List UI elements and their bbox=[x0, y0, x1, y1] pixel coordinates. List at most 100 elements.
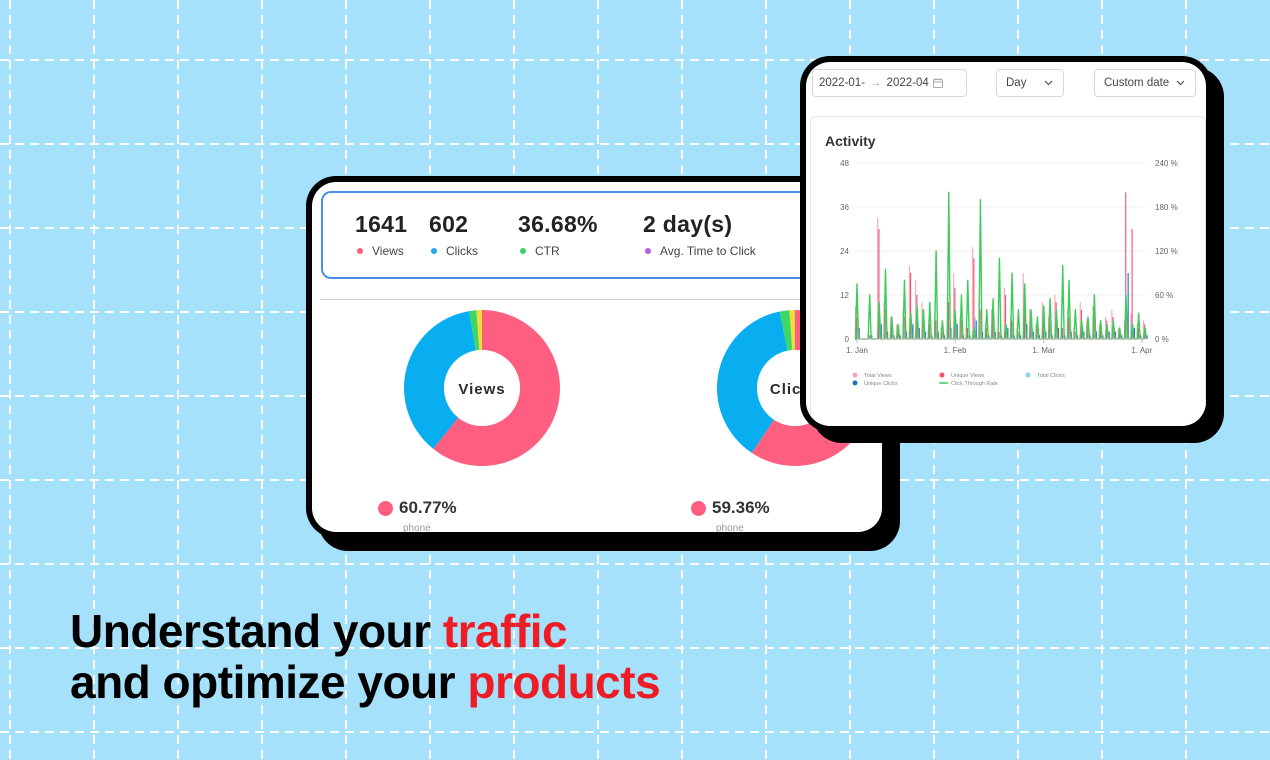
bar-total-views bbox=[1143, 320, 1145, 339]
bar-unique-views bbox=[928, 324, 931, 339]
bar-unique-views bbox=[1118, 331, 1120, 339]
x-tick-label: 1. Jan bbox=[846, 346, 868, 355]
bar-unique-clicks bbox=[994, 331, 996, 339]
clicks-top-device-dot bbox=[691, 500, 706, 516]
calendar-icon[interactable] bbox=[932, 77, 944, 89]
headline-line-2-accent: products bbox=[467, 656, 661, 708]
bar-unique-clicks bbox=[1083, 331, 1085, 339]
y-left-tick-label: 24 bbox=[840, 247, 849, 256]
bar-unique-views bbox=[891, 324, 893, 339]
ctr-dot bbox=[520, 248, 526, 254]
bar-unique-views bbox=[985, 328, 988, 339]
bar-total-views bbox=[1022, 273, 1024, 339]
stat-avg-time: 2 day(s) Avg. Time to Click bbox=[643, 211, 756, 258]
bar-unique-views bbox=[868, 335, 870, 339]
y-right-tick-label: 120 % bbox=[1155, 247, 1178, 256]
bar-total-views bbox=[1079, 302, 1081, 339]
bar-unique-views bbox=[941, 331, 943, 339]
bar-unique-views bbox=[1087, 324, 1089, 339]
x-tick-label: 1. Feb bbox=[944, 346, 967, 355]
views-top-device-value: 60.77% bbox=[399, 498, 457, 517]
bar-unique-views bbox=[1061, 328, 1064, 339]
y-left-tick-label: 12 bbox=[840, 291, 849, 300]
bar-unique-views bbox=[935, 320, 937, 339]
bar-unique-views bbox=[1017, 331, 1019, 339]
bar-unique-views bbox=[1068, 317, 1070, 339]
bar-unique-clicks bbox=[1032, 331, 1034, 339]
bar-unique-clicks bbox=[1146, 335, 1148, 339]
bar-unique-clicks bbox=[1051, 335, 1053, 339]
bar-unique-clicks bbox=[925, 331, 927, 339]
bar-unique-clicks bbox=[1127, 273, 1129, 339]
legend-marker bbox=[939, 372, 945, 378]
bar-unique-views bbox=[878, 229, 880, 339]
bar-unique-clicks bbox=[1026, 324, 1028, 339]
bar-unique-clicks bbox=[918, 328, 920, 339]
bar-unique-views bbox=[1074, 331, 1076, 339]
y-left-tick-label: 0 bbox=[845, 335, 850, 344]
stat-ctr-value: 36.68% bbox=[518, 211, 598, 237]
avg-time-dot bbox=[645, 248, 651, 254]
activity-card-body: 2022-01- → 2022-04 Day Custom date Activ… bbox=[806, 62, 1206, 426]
stat-avg-time-value: 2 day(s) bbox=[643, 211, 733, 237]
bar-unique-views bbox=[1131, 229, 1133, 339]
bar-unique-clicks bbox=[899, 335, 901, 339]
date-end-input[interactable]: 2022-04 bbox=[886, 77, 929, 89]
stat-clicks-value: 602 bbox=[429, 211, 469, 237]
bar-total-views bbox=[1003, 287, 1005, 339]
date-start-input[interactable]: 2022-01- bbox=[819, 77, 866, 89]
bar-total-views bbox=[921, 302, 923, 339]
bar-total-views bbox=[877, 218, 879, 339]
headline-line-1: Understand your traffic bbox=[70, 604, 568, 658]
bar-unique-clicks bbox=[1007, 328, 1009, 339]
bar-unique-clicks bbox=[912, 324, 914, 339]
legend-label: Unique Clicks bbox=[864, 381, 898, 387]
clicks-top-device-label: phone bbox=[716, 523, 744, 532]
chart-title: Activity bbox=[825, 133, 876, 149]
date-range-picker[interactable]: 2022-01- → 2022-04 bbox=[812, 69, 967, 97]
donut-segment-3 bbox=[469, 310, 480, 351]
bar-total-views bbox=[1105, 317, 1107, 339]
bar-unique-views bbox=[1137, 328, 1139, 339]
legend-label: Click Through Rate bbox=[951, 381, 998, 387]
date-arrow-icon: → bbox=[870, 77, 882, 89]
bar-unique-clicks bbox=[1140, 335, 1142, 339]
bar-unique-clicks bbox=[906, 331, 908, 339]
bar-unique-views bbox=[979, 309, 981, 339]
range-select[interactable]: Custom date bbox=[1094, 69, 1196, 97]
bar-total-views bbox=[1130, 313, 1132, 339]
interval-select[interactable]: Day bbox=[996, 69, 1064, 97]
y-right-tick-label: 240 % bbox=[1155, 159, 1178, 168]
donut-segment-1 bbox=[433, 310, 560, 466]
bar-unique-clicks bbox=[880, 324, 882, 339]
bar-total-views bbox=[1054, 295, 1056, 339]
activity-chart-panel: Activity 0 12 24 36 48 0 % 60 % 120 % 180 % 240 %… bbox=[810, 116, 1206, 426]
bar-unique-clicks bbox=[871, 335, 873, 339]
bar-unique-clicks bbox=[887, 331, 889, 339]
donut-hole bbox=[444, 350, 520, 426]
bar-unique-views bbox=[960, 320, 962, 339]
headline-line-2-text: and optimize your bbox=[70, 656, 468, 708]
donut-segment-3 bbox=[779, 310, 793, 351]
bar-unique-clicks bbox=[1102, 335, 1104, 339]
bar-unique-clicks bbox=[1089, 335, 1091, 339]
bar-unique-clicks bbox=[893, 335, 895, 339]
stat-clicks: 602 Clicks bbox=[429, 211, 478, 258]
stats-card-body: 1641 Views 602 Clicks 36.68% CTR 2 day(s… bbox=[312, 182, 882, 532]
headline-line-2: and optimize your products bbox=[70, 655, 661, 709]
bar-total-views bbox=[1111, 309, 1113, 339]
x-tick-label: 1. Apr bbox=[1131, 346, 1152, 355]
chevron-down-icon bbox=[1044, 80, 1053, 86]
x-tick-label: 1. Mar bbox=[1032, 346, 1055, 355]
views-top-device-label: phone bbox=[403, 523, 431, 532]
bar-unique-views bbox=[1125, 192, 1127, 339]
views-top-device-dot bbox=[378, 500, 393, 516]
donut-segment-2 bbox=[404, 311, 476, 449]
headline-line-1-text: Understand your bbox=[70, 605, 443, 657]
y-right-tick-label: 0 % bbox=[1155, 335, 1169, 344]
bar-unique-views bbox=[1036, 328, 1038, 339]
stat-views-value: 1641 bbox=[355, 211, 408, 237]
bar-unique-views bbox=[966, 328, 969, 339]
bar-unique-views bbox=[998, 331, 1000, 339]
range-select-value: Custom date bbox=[1104, 77, 1170, 89]
